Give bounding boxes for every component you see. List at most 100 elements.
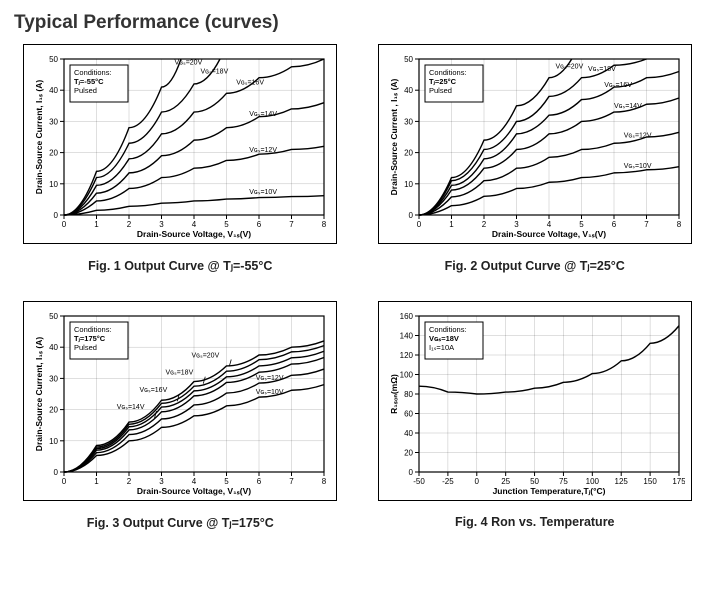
svg-text:8: 8: [677, 220, 682, 229]
svg-text:6: 6: [257, 477, 262, 486]
chart-fig3: 01234567801020304050Vɢₛ=20VVɢₛ=18VVɢₛ=16…: [30, 308, 330, 498]
svg-text:8: 8: [322, 477, 327, 486]
svg-text:0: 0: [62, 477, 67, 486]
svg-text:150: 150: [643, 477, 657, 486]
svg-text:1: 1: [95, 220, 100, 229]
svg-text:175: 175: [672, 477, 685, 486]
svg-text:0: 0: [417, 220, 422, 229]
svg-text:0: 0: [54, 468, 59, 477]
svg-text:20: 20: [404, 449, 413, 458]
svg-text:Vɢₛ=18V: Vɢₛ=18V: [166, 370, 194, 377]
svg-text:10: 10: [404, 180, 413, 189]
chart-fig1: 01234567801020304050Vɢₛ=20VVɢₛ=18VVɢₛ=16…: [30, 51, 330, 241]
svg-text:Vɢₛ=18V: Vɢₛ=18V: [588, 66, 616, 73]
svg-text:20: 20: [49, 149, 58, 158]
svg-text:50: 50: [404, 55, 413, 64]
svg-text:1: 1: [95, 477, 100, 486]
svg-text:Vɢₛ=20V: Vɢₛ=20V: [555, 63, 583, 70]
svg-text:6: 6: [612, 220, 617, 229]
svg-text:Vɢₛ=12V: Vɢₛ=12V: [624, 132, 652, 139]
svg-text:120: 120: [399, 351, 413, 360]
svg-text:40: 40: [49, 343, 58, 352]
svg-text:Tⱼ=175°C: Tⱼ=175°C: [74, 334, 106, 343]
svg-text:Vɢₛ=16V: Vɢₛ=16V: [140, 387, 168, 394]
svg-text:Vɢₛ=14V: Vɢₛ=14V: [250, 111, 278, 118]
svg-text:Tⱼ=25°C: Tⱼ=25°C: [429, 77, 457, 86]
chart-caption: Fig. 3 Output Curve @ Tⱼ=175°C: [87, 515, 274, 530]
svg-text:Conditions:: Conditions:: [429, 68, 467, 77]
svg-text:7: 7: [290, 477, 295, 486]
svg-text:0: 0: [54, 211, 59, 220]
svg-text:-50: -50: [413, 477, 425, 486]
svg-text:Conditions:: Conditions:: [74, 68, 112, 77]
svg-text:0: 0: [62, 220, 67, 229]
svg-text:Drain-Source Current, I₁ₛ (A): Drain-Source Current, I₁ₛ (A): [34, 80, 44, 195]
svg-text:Vɢₛ=10V: Vɢₛ=10V: [624, 163, 652, 170]
svg-text:Vɢₛ=10V: Vɢₛ=10V: [250, 189, 278, 196]
svg-text:Vɢₛ=12V: Vɢₛ=12V: [250, 147, 278, 154]
svg-text:0: 0: [408, 211, 413, 220]
chart-caption: Fig. 4 Ron vs. Temperature: [455, 515, 615, 529]
svg-text:140: 140: [399, 332, 413, 341]
svg-text:40: 40: [404, 429, 413, 438]
svg-text:5: 5: [225, 477, 230, 486]
svg-text:Vɢₛ=18V: Vɢₛ=18V: [429, 334, 459, 343]
svg-text:50: 50: [49, 55, 58, 64]
svg-text:1: 1: [449, 220, 454, 229]
panel-fig1: 01234567801020304050Vɢₛ=20VVɢₛ=18VVɢₛ=16…: [12, 44, 349, 273]
svg-text:30: 30: [49, 117, 58, 126]
svg-text:Pulsed: Pulsed: [74, 86, 97, 95]
chart-caption: Fig. 2 Output Curve @ Tⱼ=25°C: [445, 258, 625, 273]
svg-text:4: 4: [192, 220, 197, 229]
svg-text:6: 6: [257, 220, 262, 229]
svg-text:3: 3: [160, 220, 165, 229]
svg-text:Drain-Source Voltage, V₁ₛ(V): Drain-Source Voltage, V₁ₛ(V): [492, 229, 606, 239]
svg-text:Conditions:: Conditions:: [429, 325, 467, 334]
chart-fig4: -50-250255075100125150175020406080100120…: [385, 308, 685, 498]
svg-text:Tⱼ=-55°C: Tⱼ=-55°C: [74, 77, 104, 86]
chart-frame: 01234567801020304050Vɢₛ=20VVɢₛ=18VVɢₛ=16…: [378, 44, 692, 244]
svg-text:20: 20: [49, 406, 58, 415]
svg-text:4: 4: [192, 477, 197, 486]
svg-text:20: 20: [404, 149, 413, 158]
svg-text:7: 7: [644, 220, 649, 229]
svg-text:5: 5: [225, 220, 230, 229]
svg-text:7: 7: [290, 220, 295, 229]
svg-text:100: 100: [399, 371, 413, 380]
chart-caption: Fig. 1 Output Curve @ Tⱼ=-55°C: [88, 258, 272, 273]
chart-frame: -50-250255075100125150175020406080100120…: [378, 301, 692, 501]
svg-text:Drain-Source Voltage, V₁ₛ(V): Drain-Source Voltage, V₁ₛ(V): [137, 229, 251, 239]
svg-text:50: 50: [49, 312, 58, 321]
svg-text:40: 40: [404, 86, 413, 95]
panel-fig3: 01234567801020304050Vɢₛ=20VVɢₛ=18VVɢₛ=16…: [12, 301, 349, 530]
svg-text:2: 2: [482, 220, 487, 229]
svg-text:30: 30: [49, 374, 58, 383]
svg-text:3: 3: [160, 477, 165, 486]
svg-text:Drain-Source Voltage, V₁ₛ(V): Drain-Source Voltage, V₁ₛ(V): [137, 486, 251, 496]
svg-text:Vɢₛ=18V: Vɢₛ=18V: [201, 69, 229, 76]
svg-text:Conditions:: Conditions:: [74, 325, 112, 334]
svg-text:10: 10: [49, 180, 58, 189]
svg-text:2: 2: [127, 220, 132, 229]
svg-text:Vɢₛ=14V: Vɢₛ=14V: [614, 103, 642, 110]
svg-text:4: 4: [547, 220, 552, 229]
panel-fig4: -50-250255075100125150175020406080100120…: [367, 301, 704, 530]
svg-text:Drain-Source Current , I₁ₛ (A): Drain-Source Current , I₁ₛ (A): [389, 78, 399, 195]
svg-text:125: 125: [614, 477, 628, 486]
svg-text:25: 25: [501, 477, 510, 486]
svg-text:10: 10: [49, 437, 58, 446]
svg-text:0: 0: [474, 477, 479, 486]
chart-fig2: 01234567801020304050Vɢₛ=20VVɢₛ=18VVɢₛ=16…: [385, 51, 685, 241]
svg-text:0: 0: [408, 468, 413, 477]
svg-text:5: 5: [579, 220, 584, 229]
svg-text:80: 80: [404, 390, 413, 399]
svg-text:75: 75: [559, 477, 568, 486]
chart-frame: 01234567801020304050Vɢₛ=20VVɢₛ=18VVɢₛ=16…: [23, 44, 337, 244]
svg-text:3: 3: [514, 220, 519, 229]
chart-grid: 01234567801020304050Vɢₛ=20VVɢₛ=18VVɢₛ=16…: [12, 44, 703, 530]
svg-text:Vɢₛ=14V: Vɢₛ=14V: [117, 404, 145, 411]
svg-text:40: 40: [49, 86, 58, 95]
svg-text:Vɢₛ=20V: Vɢₛ=20V: [192, 352, 220, 359]
chart-frame: 01234567801020304050Vɢₛ=20VVɢₛ=18VVɢₛ=16…: [23, 301, 337, 501]
svg-text:100: 100: [585, 477, 599, 486]
